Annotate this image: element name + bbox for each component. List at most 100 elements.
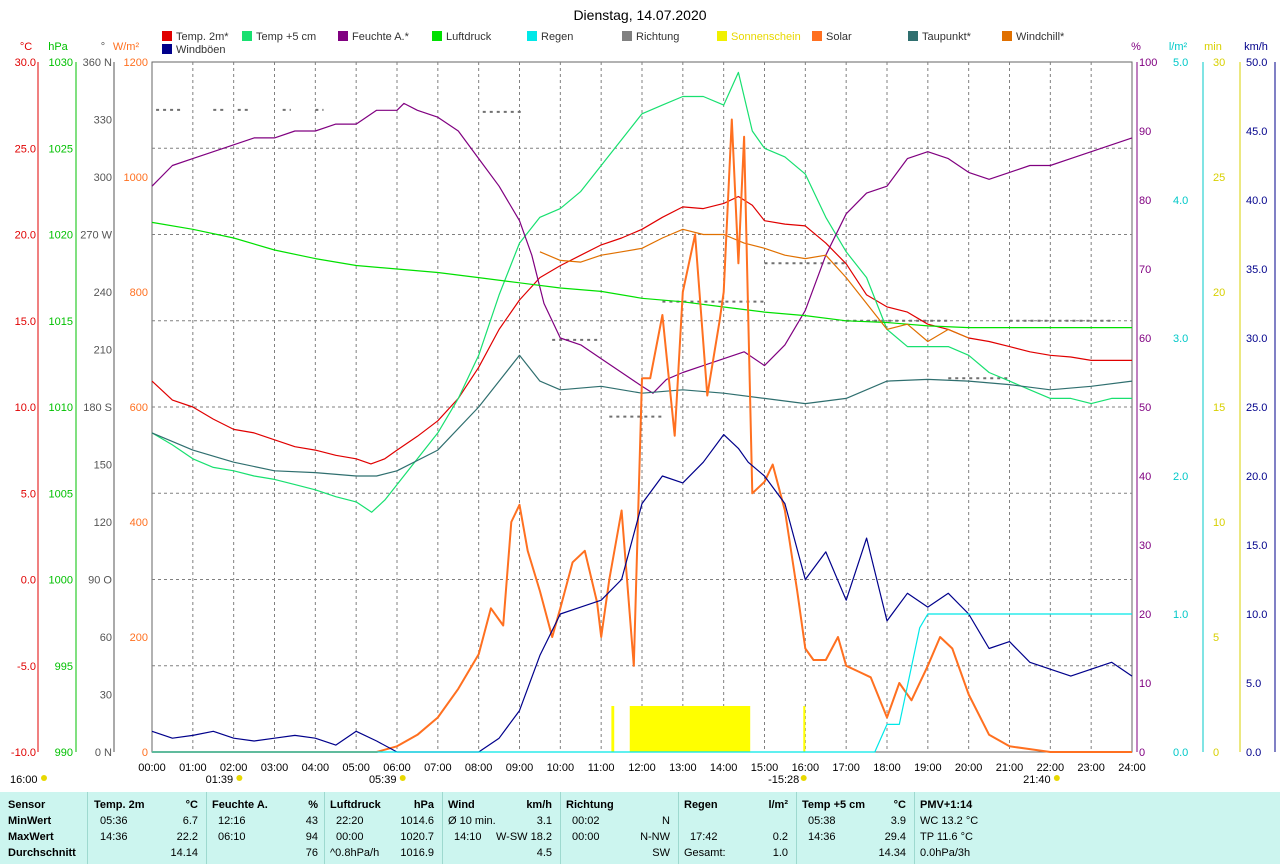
stats-wind-avg: 4.5 — [536, 847, 552, 859]
legend: Temp. 2m* Temp +5 cm Feuchte A.* Luftdruck R… — [162, 31, 1065, 56]
axis-tick-label: 1010 — [49, 402, 73, 414]
x-tick-label: 10:00 — [547, 762, 575, 774]
x-tick-label: 22:00 — [1037, 762, 1065, 774]
stats-pressure-column: Luftdruck hPa 22:20 1014.6 00:00 1020.7 … — [330, 792, 440, 864]
stats-hum-header: Feuchte A. — [212, 799, 268, 811]
legend-label: Windchill* — [1016, 31, 1065, 43]
axis-tick-label: 45.0 — [1246, 126, 1267, 138]
stats-rain-total-label: Gesamt: — [684, 847, 726, 859]
x-tick-label: 09:00 — [506, 762, 534, 774]
sunshine-bar — [611, 706, 615, 752]
stats-press-max: 1020.7 — [400, 831, 434, 843]
axis-unit: % — [1131, 41, 1141, 53]
axis-tick-label: 300 — [94, 172, 112, 184]
axis-tick-label: 15 — [1213, 402, 1225, 414]
axis-tick-label: 80 — [1139, 195, 1151, 207]
axis-tick-label: 30 — [1139, 540, 1151, 552]
legend-swatch — [1002, 31, 1012, 41]
axis-tick-label: 180 S — [83, 402, 112, 414]
axis-tick-label: 600 — [130, 402, 148, 414]
axis-tick-label: 10.0 — [1246, 609, 1267, 621]
chart-title: Dienstag, 14.07.2020 — [573, 7, 706, 23]
axis-tick-label: 70 — [1139, 264, 1151, 276]
stats-dir-max-time: 00:00 — [572, 831, 600, 843]
stats-temp-unit: °C — [185, 799, 198, 811]
sun-marker-icon — [1053, 775, 1060, 781]
axis-tick-label: 1005 — [49, 488, 73, 500]
axis-tick-label: 30.0 — [15, 57, 36, 69]
x-tick-label: 23:00 — [1077, 762, 1105, 774]
stats-hum-max-time: 06:10 — [218, 831, 246, 843]
axis-tick-label: 30.0 — [1246, 333, 1267, 345]
axis-tick-label: 50 — [1139, 402, 1151, 414]
axis-tick-label: 0 N — [95, 747, 112, 759]
axis-tick-label: 100 — [1139, 57, 1157, 69]
grid — [151, 61, 1133, 753]
legend-swatch — [717, 31, 727, 41]
stats-temp-max-time: 14:36 — [100, 831, 128, 843]
axis-unit: l/m² — [1169, 41, 1188, 53]
sun-marker-icon — [800, 775, 807, 781]
axis-tick-label: 1200 — [124, 57, 148, 69]
stats-separator — [560, 792, 561, 864]
stats-separator — [442, 792, 443, 864]
legend-label: Richtung — [636, 31, 679, 43]
axis-unit: W/m² — [113, 41, 140, 53]
axis-tick-label: 5.0 — [21, 488, 36, 500]
stats-wind-header: Wind — [448, 799, 475, 811]
legend-label: Temp. 2m* — [176, 31, 229, 43]
legend-swatch — [812, 31, 822, 41]
axis-tick-label: 0.0 — [1173, 747, 1188, 759]
axis-tick-label: 0.0 — [21, 575, 36, 587]
stats-temp-max: 22.2 — [176, 831, 198, 843]
stats-windchill: WC 13.2 °C — [920, 815, 979, 827]
stats-rain-unit: l/m² — [768, 799, 788, 811]
axis-tick-label: 240 — [94, 287, 112, 299]
axis-tick-label: 20 — [1139, 609, 1151, 621]
axis-tick-label: 15.0 — [1246, 540, 1267, 552]
stats-temp-min: 6.7 — [182, 815, 198, 827]
stats-press-header: Luftdruck — [330, 799, 381, 811]
stats-separator — [678, 792, 679, 864]
axis-tick-label: 40.0 — [1246, 195, 1267, 207]
axis-tick-label: 20.0 — [15, 230, 36, 242]
stats-t5-min-time: 05:38 — [808, 815, 836, 827]
legend-swatch — [622, 31, 632, 41]
stats-temp-column: Temp. 2m °C 05:36 6.7 14:36 22.2 14.14 — [94, 792, 204, 864]
stats-hum-min-time: 12:16 — [218, 815, 246, 827]
series-feuchte-a — [151, 102, 1133, 394]
legend-swatch — [162, 31, 172, 41]
stats-humidity-column: Feuchte A. % 12:16 43 06:10 94 76 — [212, 792, 324, 864]
sun-marker-icon — [399, 775, 406, 781]
stats-press-avg: 1016.9 — [400, 847, 434, 859]
legend-label: Temp +5 cm — [256, 31, 316, 43]
sun-marker-label: 05:39 — [369, 774, 397, 786]
axis-tick-label: 25.0 — [1246, 402, 1267, 414]
axis-tick-label: 5.0 — [1173, 57, 1188, 69]
x-tick-label: 18:00 — [873, 762, 901, 774]
axis-tick-label: 210 — [94, 345, 112, 357]
statistics-panel: Sensor MinWert MaxWert Durchschnitt Temp… — [0, 792, 1280, 864]
axis-tick-label: 2.0 — [1173, 471, 1188, 483]
stats-rain-header: Regen — [684, 799, 718, 811]
stats-header-sensor: Sensor — [8, 799, 46, 811]
series-solar — [152, 118, 1132, 753]
stats-wind-avg10: 3.1 — [536, 815, 552, 827]
legend-swatch — [162, 44, 172, 54]
stats-direction-column: Richtung 00:02 N 00:00 N-NW SW — [566, 792, 676, 864]
axis-tick-label: 1000 — [124, 172, 148, 184]
x-tick-label: 16:00 — [792, 762, 820, 774]
series-windchill — [539, 228, 969, 343]
axis-tick-label: 330 — [94, 115, 112, 127]
stats-separator — [914, 792, 915, 864]
axis-tick-label: 10 — [1139, 678, 1151, 690]
x-tick-label: 01:00 — [179, 762, 207, 774]
axis-tick-label: 1000 — [49, 575, 73, 587]
axis-tick-label: 25 — [1213, 172, 1225, 184]
series-temp-5-cm — [151, 71, 1132, 513]
stats-dir-max: N-NW — [640, 831, 670, 843]
stats-press-trend: ^0.8hPa/h — [330, 847, 380, 859]
stats-dir-min-time: 00:02 — [572, 815, 600, 827]
stats-pmv-column: PMV+1:14 WC 13.2 °C TP 11.6 °C 0.0hPa/3h — [920, 792, 1040, 864]
stats-t5-unit: °C — [893, 799, 906, 811]
